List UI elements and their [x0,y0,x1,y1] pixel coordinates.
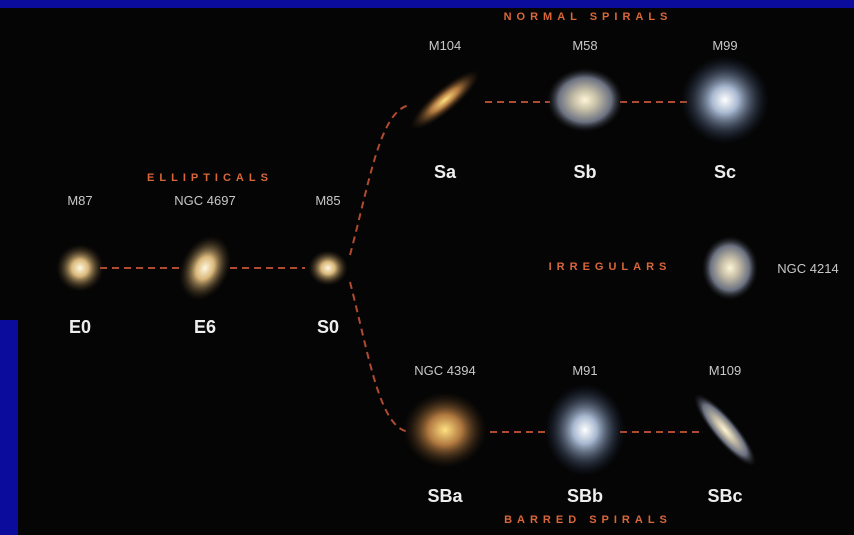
group-label: IRREGULARS [549,261,672,273]
galaxy-class: Sa [434,162,457,182]
group-label: BARRED SPIRALS [504,514,672,526]
galaxy-class: SBb [567,486,603,506]
galaxy-name: M104 [429,38,462,53]
galaxy-name: NGC 4697 [174,193,235,208]
galaxy-name: NGC 4214 [777,261,838,276]
group-label: ELLIPTICALS [147,172,273,184]
galaxy-name: M85 [315,193,340,208]
galaxy-class: Sc [714,162,736,182]
galaxy-class: SBa [427,486,463,506]
galaxy-class: Sb [573,162,596,182]
galaxy-name: M99 [712,38,737,53]
group-label: NORMAL SPIRALS [504,11,673,23]
galaxy-class: E6 [194,317,216,337]
galaxy-name: M87 [67,193,92,208]
galaxy-name: M58 [572,38,597,53]
galaxy-name: M109 [709,363,742,378]
galaxy-class: S0 [317,317,339,337]
image-area-left [0,8,18,320]
galaxy-class: SBc [707,486,742,506]
diagram: ELLIPTICALS NORMAL SPIRALS IRREGULARS BA… [0,0,854,535]
top-strip [0,0,854,8]
galaxy-name: NGC 4394 [414,363,475,378]
galaxy-name: M91 [572,363,597,378]
galaxy-class: E0 [69,317,91,337]
